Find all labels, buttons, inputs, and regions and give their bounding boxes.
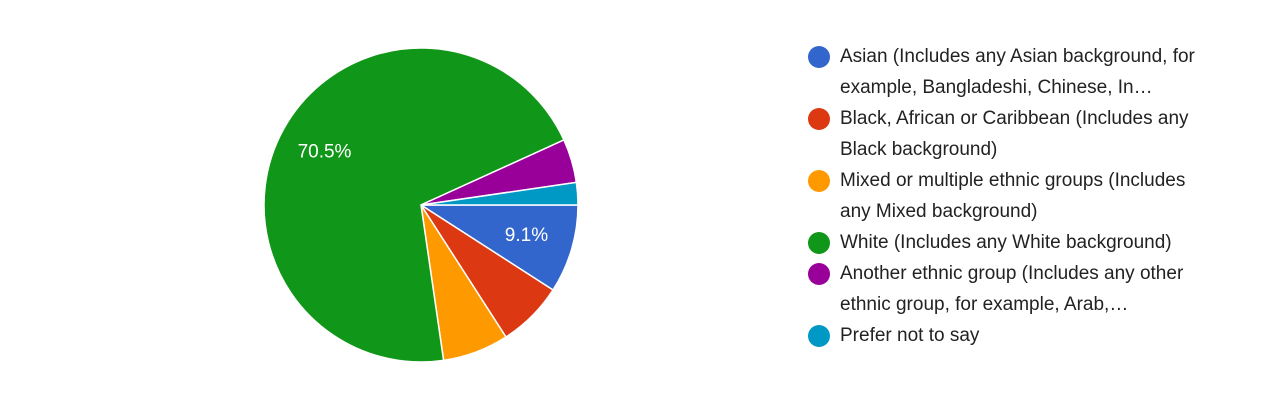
legend-swatch — [808, 46, 830, 68]
pie-slice — [263, 47, 565, 363]
legend-item: Prefer not to say — [808, 321, 1228, 351]
legend-label: Black, African or Caribbean (Includes an… — [840, 108, 1189, 160]
legend-label: Prefer not to say — [840, 325, 980, 346]
legend-item: Black, African or Caribbean (Includes an… — [808, 104, 1228, 165]
legend-swatch — [808, 232, 830, 254]
legend-item: White (Includes any White background) — [808, 228, 1228, 258]
slice-label: 70.5% — [298, 141, 352, 162]
pie-slice — [418, 204, 579, 291]
legend-item: Mixed or multiple ethnic groups (Include… — [808, 166, 1228, 227]
slice-label: 9.1% — [505, 225, 548, 246]
pie-area: 9.1% 70.5% — [263, 47, 579, 363]
legend-item: Asian (Includes any Asian background, fo… — [808, 42, 1228, 103]
legend-swatch — [808, 325, 830, 347]
pie-slice — [420, 181, 579, 206]
legend-swatch — [808, 263, 830, 285]
legend-label: Mixed or multiple ethnic groups (Include… — [840, 170, 1186, 222]
legend-label: Another ethnic group (Includes any other… — [840, 263, 1184, 315]
legend: Asian (Includes any Asian background, fo… — [808, 42, 1228, 351]
legend-label: Asian (Includes any Asian background, fo… — [840, 46, 1195, 98]
legend-item: Another ethnic group (Includes any other… — [808, 259, 1228, 320]
legend-swatch — [808, 108, 830, 130]
legend-label: White (Includes any White background) — [840, 232, 1172, 253]
legend-swatch — [808, 170, 830, 192]
